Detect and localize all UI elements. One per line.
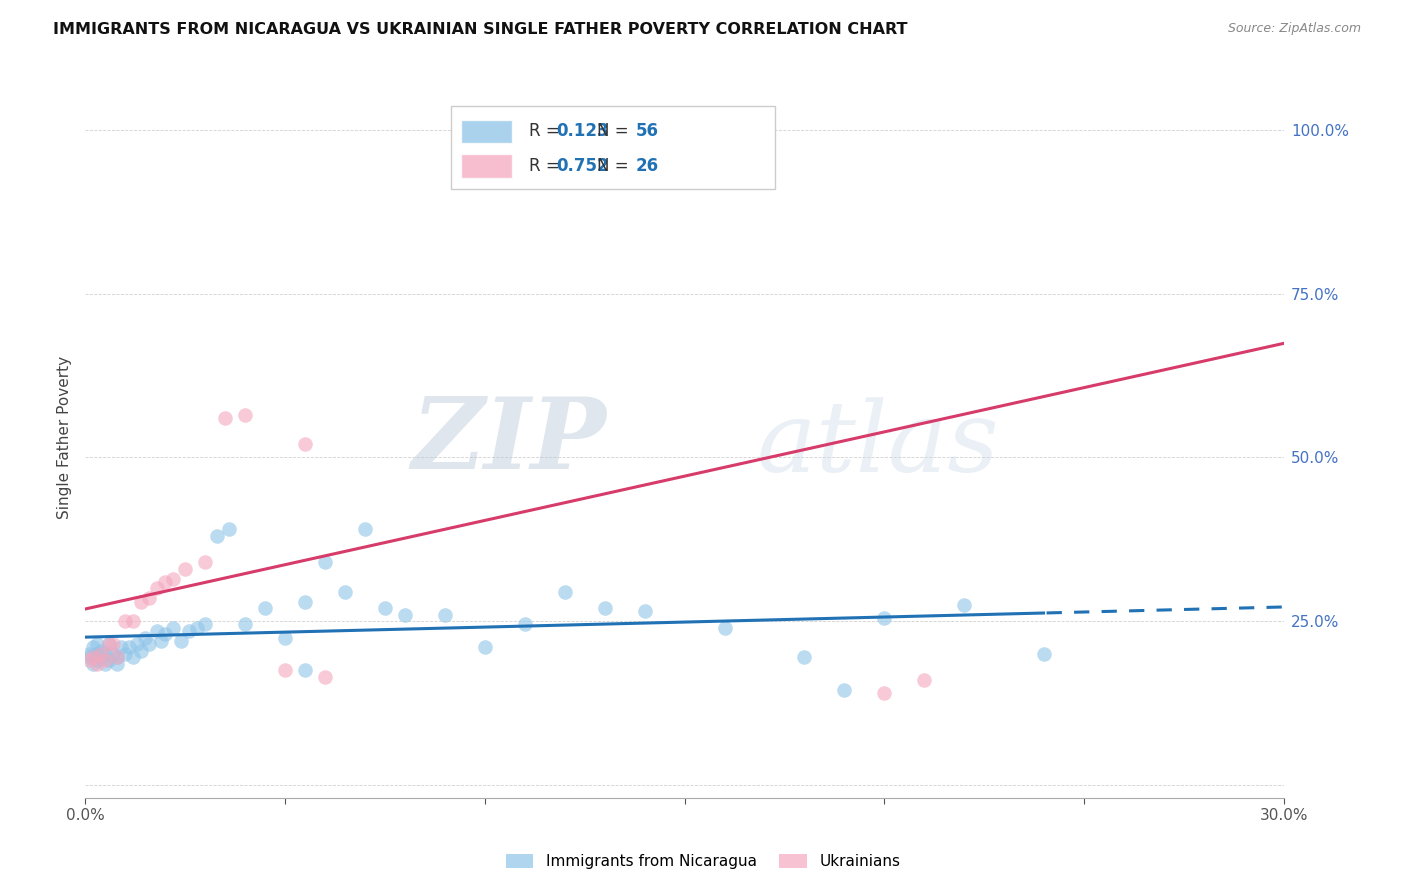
Text: Source: ZipAtlas.com: Source: ZipAtlas.com xyxy=(1227,22,1361,36)
Point xyxy=(114,614,136,628)
Point xyxy=(314,670,336,684)
Point xyxy=(474,640,496,655)
Point xyxy=(513,617,536,632)
Point xyxy=(114,647,136,661)
Y-axis label: Single Father Poverty: Single Father Poverty xyxy=(58,356,72,519)
Point xyxy=(146,624,169,638)
Point xyxy=(103,637,125,651)
Point xyxy=(834,683,856,698)
Point xyxy=(86,653,108,667)
Point xyxy=(174,562,197,576)
Point xyxy=(105,657,128,671)
Point xyxy=(105,650,128,665)
Point xyxy=(98,637,121,651)
Point xyxy=(274,631,297,645)
Text: 0.752: 0.752 xyxy=(557,157,609,175)
Point xyxy=(122,614,145,628)
Point xyxy=(294,594,316,608)
Text: N =: N = xyxy=(596,122,634,140)
Point xyxy=(873,611,896,625)
Point xyxy=(294,663,316,677)
FancyBboxPatch shape xyxy=(461,120,512,143)
Point xyxy=(1033,647,1056,661)
Point xyxy=(233,408,256,422)
Point xyxy=(79,653,101,667)
Point xyxy=(103,647,125,661)
Text: atlas: atlas xyxy=(756,397,1000,492)
Text: 56: 56 xyxy=(636,122,658,140)
Point xyxy=(314,555,336,569)
Point xyxy=(793,650,815,665)
Point xyxy=(162,572,184,586)
Point xyxy=(218,523,240,537)
Point xyxy=(593,123,616,137)
Point xyxy=(333,584,356,599)
Point xyxy=(94,647,117,661)
Point xyxy=(122,650,145,665)
Point xyxy=(186,621,208,635)
Point xyxy=(79,650,101,665)
Point xyxy=(194,617,217,632)
Point xyxy=(82,650,104,665)
Point xyxy=(105,650,128,665)
Text: N =: N = xyxy=(596,157,634,175)
Point xyxy=(94,657,117,671)
Point xyxy=(98,653,121,667)
Point xyxy=(394,607,416,622)
Point xyxy=(713,621,735,635)
Point xyxy=(86,657,108,671)
FancyBboxPatch shape xyxy=(461,154,512,178)
Point xyxy=(90,643,112,657)
Point xyxy=(713,123,735,137)
Point xyxy=(374,601,396,615)
Point xyxy=(79,647,101,661)
Point xyxy=(634,604,657,618)
Point xyxy=(873,686,896,700)
Point xyxy=(82,640,104,655)
Point xyxy=(118,640,141,655)
Point xyxy=(94,653,117,667)
Point xyxy=(155,574,177,589)
Point xyxy=(98,637,121,651)
Point xyxy=(194,555,217,569)
Point xyxy=(86,637,108,651)
Point xyxy=(131,643,153,657)
Point xyxy=(354,523,377,537)
Point xyxy=(274,663,297,677)
Point xyxy=(294,437,316,451)
FancyBboxPatch shape xyxy=(451,106,775,189)
Point xyxy=(110,640,132,655)
Point xyxy=(953,598,976,612)
Point xyxy=(138,591,160,606)
Point xyxy=(127,637,149,651)
Text: R =: R = xyxy=(529,157,565,175)
Point xyxy=(170,633,193,648)
Text: 0.123: 0.123 xyxy=(557,122,609,140)
Point xyxy=(90,647,112,661)
Text: R =: R = xyxy=(529,122,565,140)
Point xyxy=(86,647,108,661)
Point xyxy=(912,673,935,687)
Point xyxy=(162,621,184,635)
Legend: Immigrants from Nicaragua, Ukrainians: Immigrants from Nicaragua, Ukrainians xyxy=(499,847,907,875)
Point xyxy=(214,411,236,425)
Point xyxy=(155,627,177,641)
Point xyxy=(131,594,153,608)
Point xyxy=(90,650,112,665)
Point xyxy=(82,657,104,671)
Point xyxy=(205,529,228,543)
Text: ZIP: ZIP xyxy=(412,393,607,490)
Text: 26: 26 xyxy=(636,157,658,175)
Point xyxy=(134,631,156,645)
Point xyxy=(138,637,160,651)
Point xyxy=(554,584,576,599)
Point xyxy=(233,617,256,632)
Point xyxy=(146,582,169,596)
Point xyxy=(150,633,173,648)
Text: IMMIGRANTS FROM NICARAGUA VS UKRAINIAN SINGLE FATHER POVERTY CORRELATION CHART: IMMIGRANTS FROM NICARAGUA VS UKRAINIAN S… xyxy=(53,22,908,37)
Point xyxy=(179,624,201,638)
Point xyxy=(254,601,277,615)
Point xyxy=(593,601,616,615)
Point xyxy=(433,607,456,622)
